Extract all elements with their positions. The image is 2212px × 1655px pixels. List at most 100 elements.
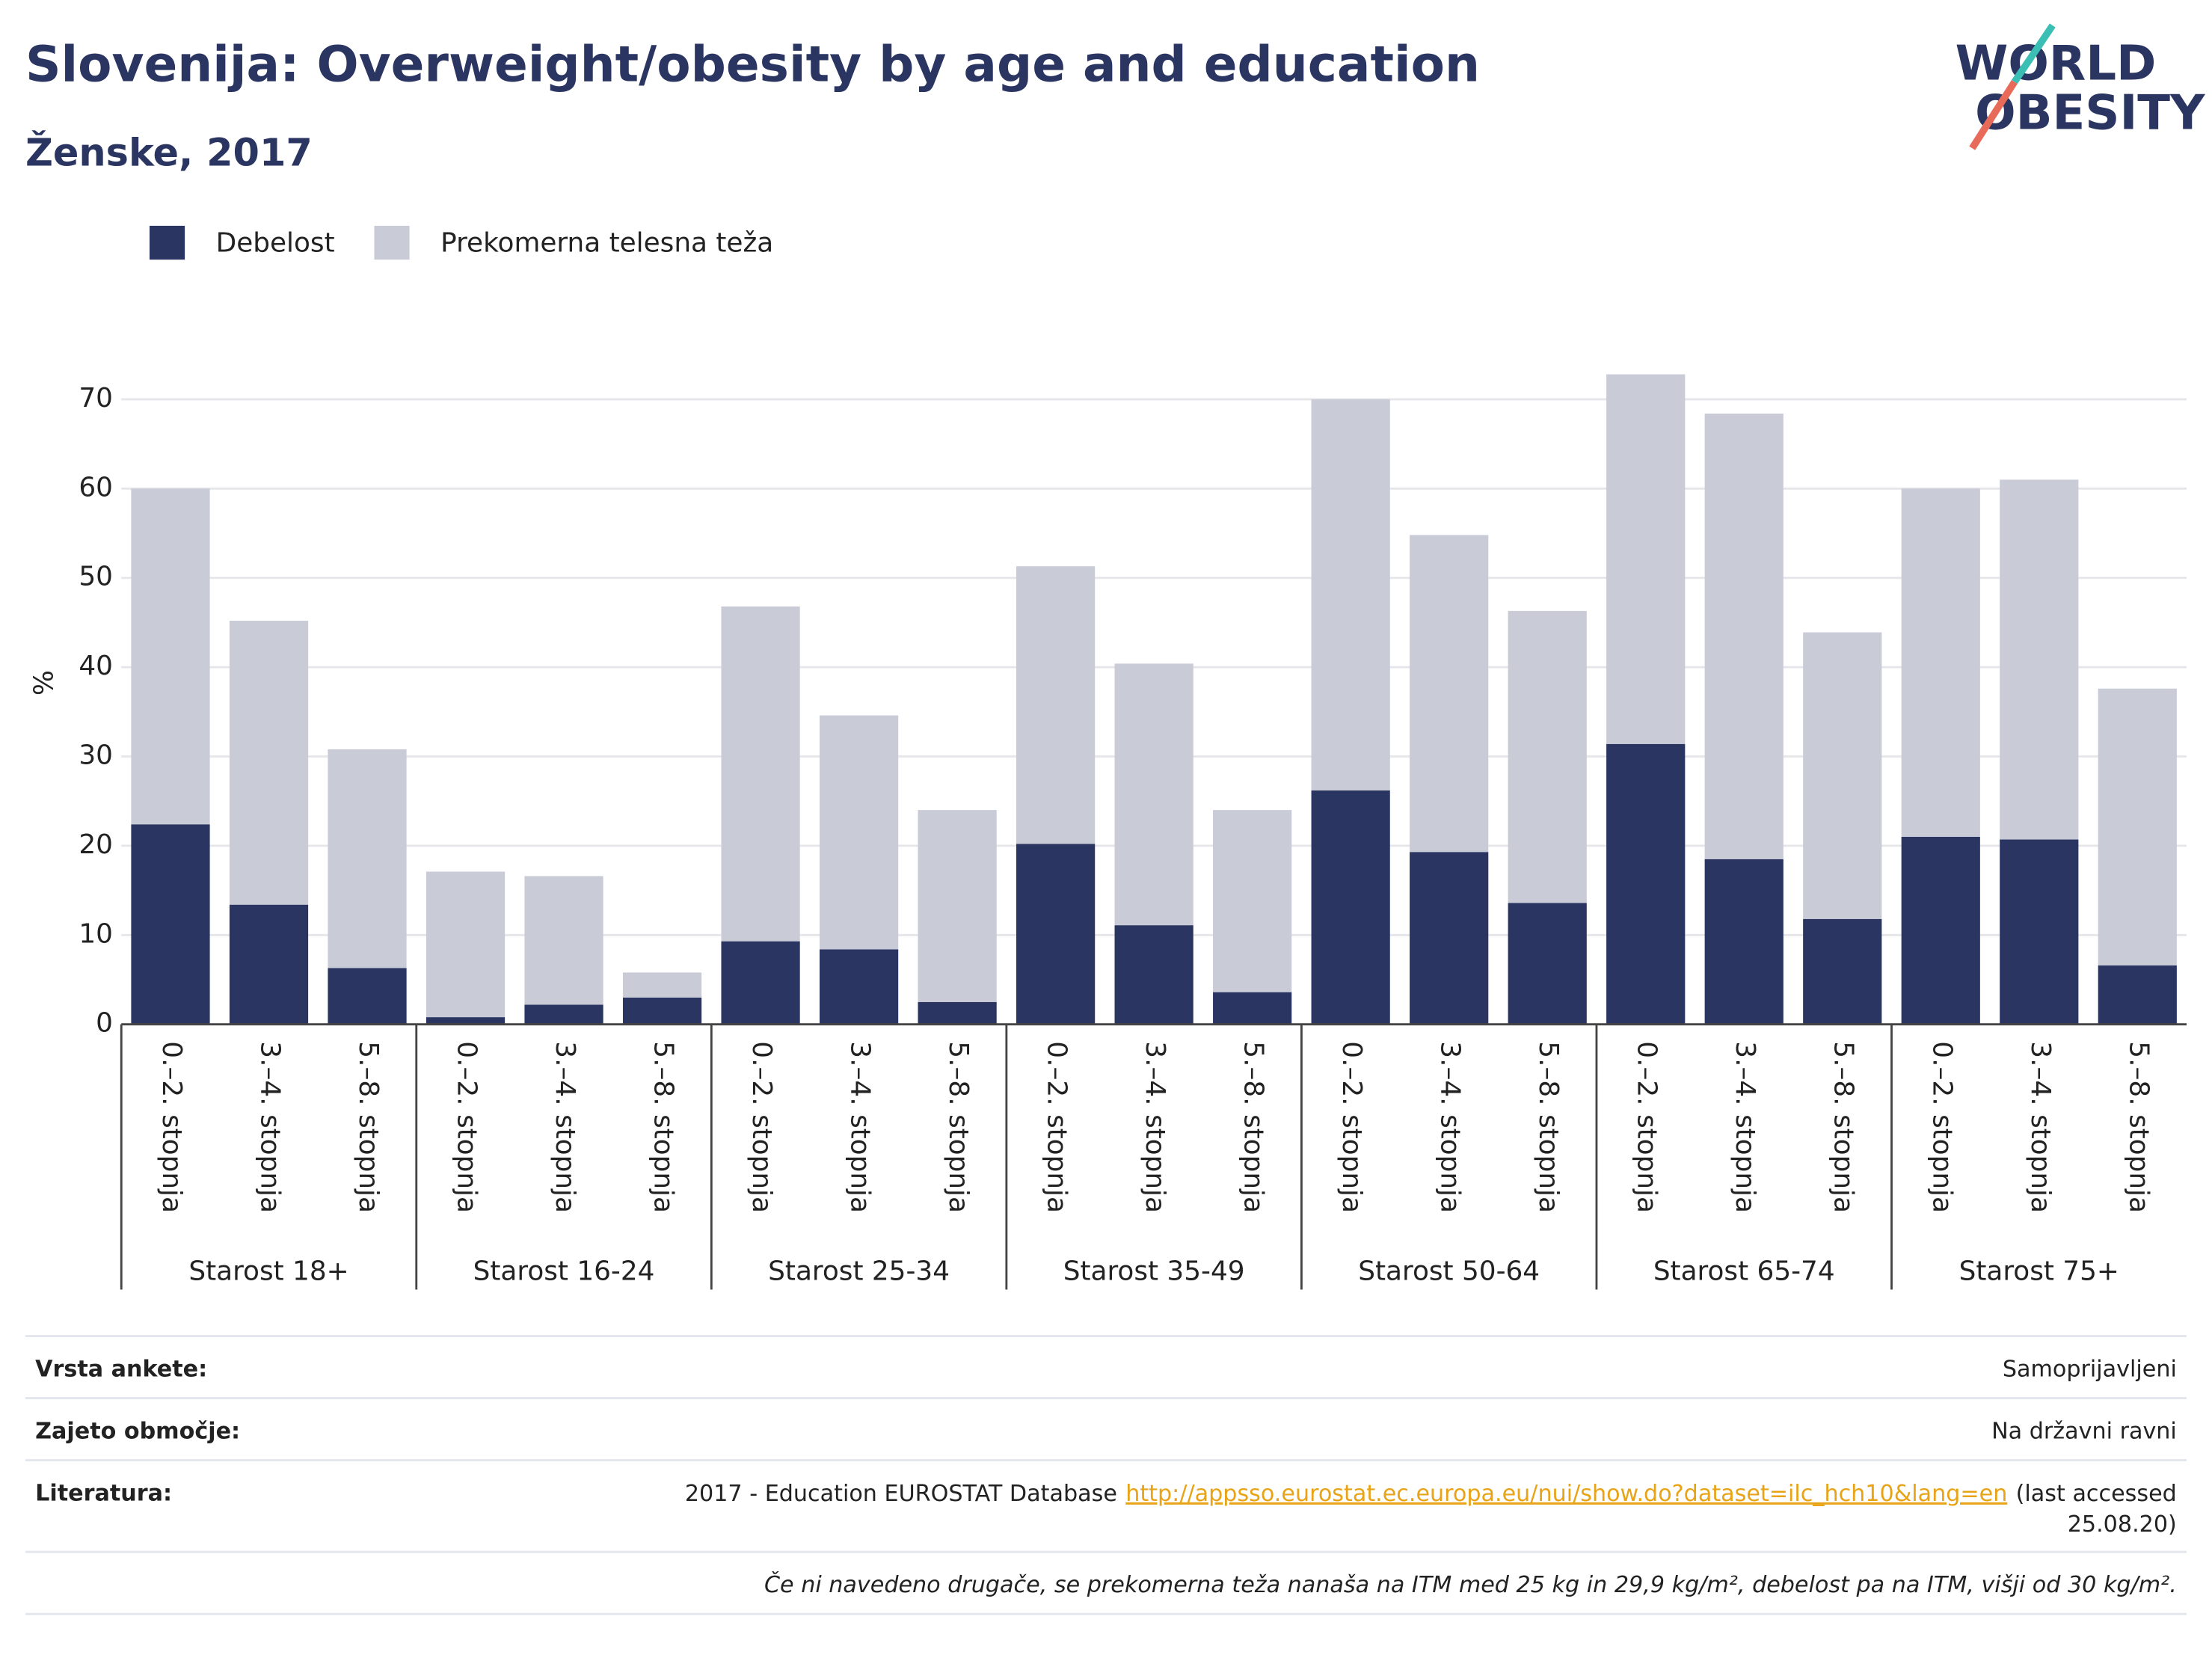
chart-subtitle: Ženske, 2017 (25, 130, 313, 176)
legend-label: Debelost (216, 227, 335, 258)
group-label: Starost 35-49 (1063, 1256, 1245, 1287)
bar-segment (1016, 566, 1096, 844)
bar-segment (1114, 663, 1193, 926)
bar-segment (622, 997, 702, 1025)
table-value: 2017 - Education EUROSTAT Database http:/… (685, 1480, 2177, 1506)
x-tick-label: 5.–8. stopnja (353, 1041, 384, 1213)
bar-segment (1311, 790, 1390, 1025)
bar-segment (1410, 535, 1489, 853)
bar-segment (229, 621, 309, 905)
y-axis-label: % (28, 670, 59, 696)
x-tick-label: 5.–8. stopnja (943, 1041, 974, 1213)
bar-segment (1508, 903, 1587, 1025)
x-tick-label: 3.–4. stopnja (845, 1041, 876, 1213)
bar-segment (1803, 632, 1882, 919)
x-tick-label: 0.–2. stopnja (1336, 1041, 1367, 1213)
bar-segment (1311, 399, 1390, 790)
chart-title: Slovenija: Overweight/obesity by age and… (25, 36, 1480, 93)
bar-segment (2000, 479, 2079, 840)
bar-segment (1704, 414, 1784, 859)
bar-segment (229, 904, 309, 1025)
group-label: Starost 16-24 (473, 1256, 655, 1287)
logo-slash (2011, 23, 2056, 85)
x-tick-label: 3.–4. stopnja (2025, 1041, 2056, 1213)
y-tick-label: 10 (79, 918, 113, 949)
source-link[interactable]: http://appsso.eurostat.ec.europa.eu/nui/… (1125, 1480, 2007, 1506)
x-tick-label: 0.–2. stopnja (1042, 1041, 1072, 1213)
y-tick-label: 20 (79, 829, 113, 860)
bar-segment (2098, 688, 2177, 965)
bar-segment (1901, 836, 1980, 1025)
bar-segment (918, 810, 997, 1002)
logo-slash (1969, 79, 2018, 150)
legend-label: Prekomerna telesna teža (440, 227, 773, 258)
bar-segment (622, 972, 702, 998)
y-tick-label: 30 (79, 740, 113, 771)
y-tick-label: 50 (79, 562, 113, 592)
bar-segment (425, 1017, 506, 1025)
logo-text: WORLD (1956, 35, 2157, 91)
y-tick-label: 40 (79, 651, 113, 681)
bar-segment (328, 968, 407, 1025)
bar-segment (1606, 374, 1686, 744)
y-tick-label: 60 (79, 472, 113, 503)
table-label: Literatura: (35, 1480, 172, 1506)
source-note: (last accessed (2016, 1480, 2177, 1506)
group-label: Starost 65-74 (1653, 1256, 1835, 1287)
bar-segment (425, 871, 506, 1018)
bar-segment (524, 1004, 603, 1025)
x-tick-label: 3.–4. stopnja (255, 1041, 286, 1213)
source-note: 25.08.20) (2068, 1511, 2177, 1538)
bar-segment (1901, 488, 1980, 837)
x-tick-label: 0.–2. stopnja (1632, 1041, 1662, 1213)
logo-text: OBESITY (1975, 85, 2206, 141)
group-label: Starost 50-64 (1358, 1256, 1540, 1287)
x-tick-label: 5.–8. stopnja (1533, 1041, 1564, 1213)
group-label: Starost 18+ (188, 1256, 348, 1287)
bar-segment (1508, 610, 1587, 903)
x-tick-label: 0.–2. stopnja (1926, 1041, 1957, 1213)
x-tick-label: 3.–4. stopnja (1730, 1041, 1760, 1213)
bar-segment (819, 949, 899, 1025)
group-label: Starost 25-34 (768, 1256, 950, 1287)
legend-swatch (374, 225, 410, 260)
bar-segment (1606, 743, 1686, 1025)
bar-segment (2000, 839, 2079, 1025)
bar-segment (1704, 859, 1784, 1025)
bar-segment (1213, 992, 1292, 1025)
bar-segment (1114, 925, 1193, 1025)
bar-segment (721, 941, 800, 1025)
x-tick-label: 0.–2. stopnja (156, 1041, 187, 1213)
bar-segment (2098, 965, 2177, 1025)
group-label: Starost 75+ (1959, 1256, 2119, 1287)
bar-segment (524, 876, 603, 1005)
bar-segment (1016, 844, 1096, 1025)
bar-segment (1410, 852, 1489, 1025)
x-tick-label: 5.–8. stopnja (648, 1041, 679, 1213)
bar-segment (328, 749, 407, 968)
x-tick-label: 3.–4. stopnja (550, 1041, 580, 1213)
bar-segment (721, 606, 800, 942)
bar-segment (131, 824, 210, 1025)
bar-segment (1803, 918, 1882, 1025)
x-tick-label: 5.–8. stopnja (2123, 1041, 2154, 1213)
table-label: Vrsta ankete: (35, 1356, 207, 1382)
bar-segment (918, 1001, 997, 1025)
x-tick-label: 0.–2. stopnja (452, 1041, 482, 1213)
bar-segment (131, 488, 210, 825)
y-tick-label: 70 (79, 383, 113, 414)
table-value: Samoprijavljeni (2003, 1356, 2177, 1382)
x-tick-label: 3.–4. stopnja (1140, 1041, 1170, 1213)
x-tick-label: 5.–8. stopnja (1238, 1041, 1269, 1213)
table-value: Na državni ravni (1991, 1418, 2177, 1444)
y-tick-label: 0 (96, 1008, 113, 1039)
x-tick-label: 0.–2. stopnja (746, 1041, 777, 1213)
footnote: Če ni navedeno drugače, se prekomerna te… (764, 1570, 2177, 1598)
table-label: Zajeto območje: (35, 1418, 240, 1444)
source-text: 2017 - Education EUROSTAT Database (685, 1480, 1117, 1506)
bar-segment (1213, 810, 1292, 992)
bar-segment (819, 715, 899, 950)
x-tick-label: 5.–8. stopnja (1828, 1041, 1859, 1213)
legend-swatch (149, 225, 185, 260)
